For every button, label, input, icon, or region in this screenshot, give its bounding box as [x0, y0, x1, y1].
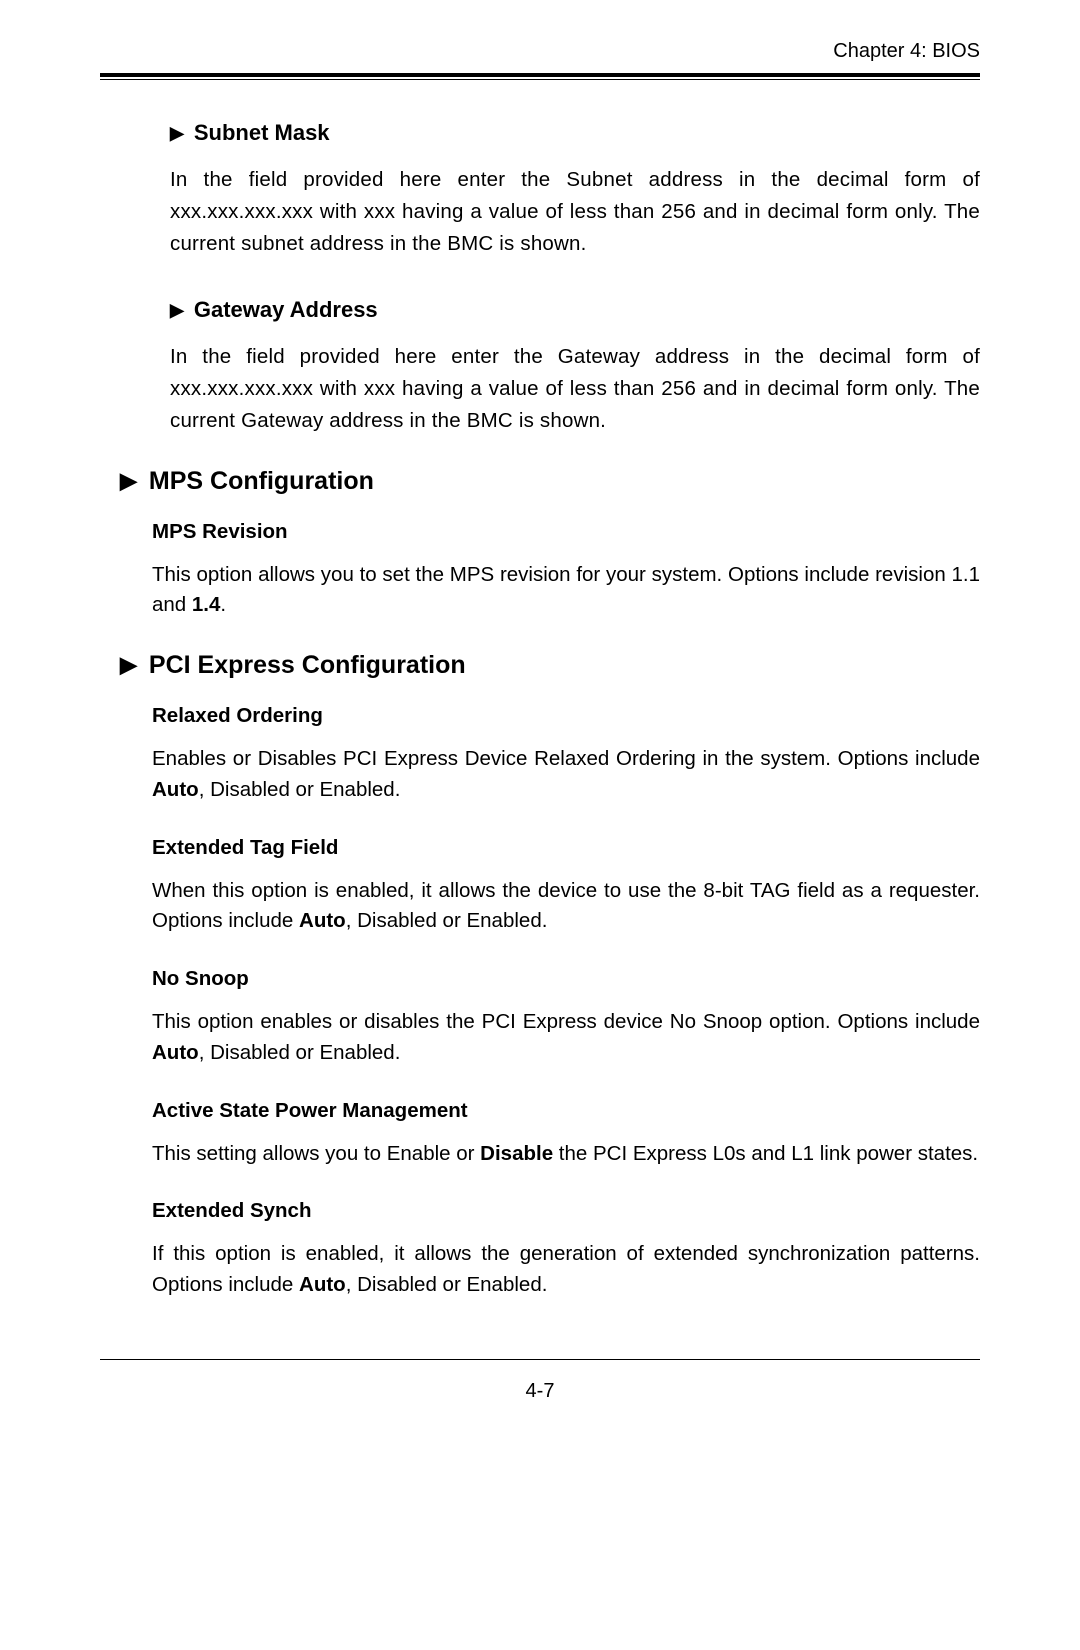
text-post: , Disabled or Enabled.: [346, 1273, 548, 1296]
chapter-label: Chapter 4: BIOS: [833, 40, 980, 62]
page-number: 4-7: [100, 1380, 980, 1403]
pci-heading: ▶ PCI Express Configuration: [120, 651, 980, 680]
extended-tag-heading: Extended Tag Field: [152, 836, 980, 860]
text-bold: Auto: [299, 909, 346, 932]
no-snoop-text: This option enables or disables the PCI …: [152, 1007, 980, 1069]
aspm-text: This setting allows you to Enable or Dis…: [152, 1139, 980, 1170]
text-post: , Disabled or Enabled.: [199, 1041, 401, 1064]
relaxed-heading: Relaxed Ordering: [152, 704, 980, 728]
text-pre: If this option is enabled, it allows the…: [152, 1242, 980, 1296]
gateway-text: In the field provided here enter the Gat…: [170, 341, 980, 436]
ext-synch-heading: Extended Synch: [152, 1199, 980, 1223]
mps-revision-heading: MPS Revision: [152, 520, 980, 544]
relaxed-block: Relaxed Ordering Enables or Disables PCI…: [152, 704, 980, 806]
mps-revision-block: MPS Revision This option allows you to s…: [152, 520, 980, 622]
text-pre: This setting allows you to Enable or: [152, 1142, 480, 1165]
text-bold: Auto: [299, 1273, 346, 1296]
text-post: the PCI Express L0s and L1 link power st…: [553, 1142, 978, 1165]
text-pre: Enables or Disables PCI Express Device R…: [152, 747, 980, 770]
text-post: , Disabled or Enabled.: [199, 778, 401, 801]
chapter-header: Chapter 4: BIOS: [100, 40, 980, 63]
ext-synch-block: Extended Synch If this option is enabled…: [152, 1199, 980, 1301]
mps-title: MPS Configuration: [149, 467, 374, 495]
pci-title: PCI Express Configuration: [149, 651, 466, 679]
text-bold: Auto: [152, 778, 199, 801]
subnet-title: Subnet Mask: [194, 120, 330, 145]
extended-tag-text: When this option is enabled, it allows t…: [152, 876, 980, 938]
text-pre: This option allows you to set the MPS re…: [152, 563, 980, 617]
text-bold: Auto: [152, 1041, 199, 1064]
extended-tag-block: Extended Tag Field When this option is e…: [152, 836, 980, 938]
gateway-title: Gateway Address: [194, 297, 378, 322]
ext-synch-text: If this option is enabled, it allows the…: [152, 1239, 980, 1301]
subsection-subnet: ▶ Subnet Mask In the field provided here …: [170, 120, 980, 259]
no-snoop-heading: No Snoop: [152, 967, 980, 991]
mps-heading: ▶ MPS Configuration: [120, 467, 980, 496]
mps-revision-text: This option allows you to set the MPS re…: [152, 560, 980, 622]
triangle-icon: ▶: [170, 300, 184, 321]
text-post: , Disabled or Enabled.: [346, 909, 548, 932]
text-pre: This option enables or disables the PCI …: [152, 1010, 980, 1033]
page-container: Chapter 4: BIOS ▶ Subnet Mask In the fiel…: [0, 0, 1080, 1453]
text-bold: Disable: [480, 1142, 553, 1165]
subnet-heading: ▶ Subnet Mask: [170, 120, 980, 146]
text-bold: 1.4: [192, 593, 221, 616]
relaxed-text: Enables or Disables PCI Express Device R…: [152, 744, 980, 806]
gateway-heading: ▶ Gateway Address: [170, 297, 980, 323]
subnet-text: In the field provided here enter the Sub…: [170, 164, 980, 259]
header-rule-thick: [100, 73, 980, 77]
text-pre: When this option is enabled, it allows t…: [152, 879, 980, 933]
subsection-gateway: ▶ Gateway Address In the field provided h…: [170, 297, 980, 436]
header-rule-thin: [100, 79, 980, 80]
footer-rule: [100, 1359, 980, 1360]
aspm-block: Active State Power Management This setti…: [152, 1099, 980, 1170]
triangle-icon: ▶: [170, 123, 184, 144]
triangle-icon: ▶: [120, 652, 137, 678]
text-post: .: [220, 593, 226, 616]
aspm-heading: Active State Power Management: [152, 1099, 980, 1123]
triangle-icon: ▶: [120, 468, 137, 494]
no-snoop-block: No Snoop This option enables or disables…: [152, 967, 980, 1069]
